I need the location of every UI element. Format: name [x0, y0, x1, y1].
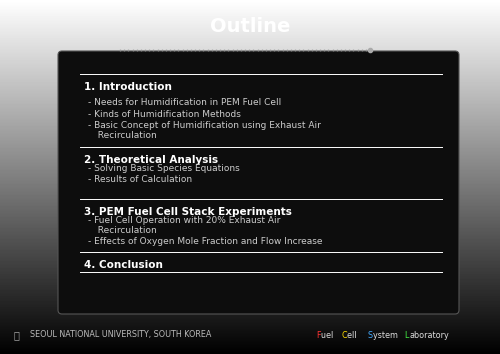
- Text: Recirculation: Recirculation: [92, 226, 157, 235]
- Text: 4. Conclusion: 4. Conclusion: [84, 260, 163, 270]
- Text: - Basic Concept of Humidification using Exhaust Air: - Basic Concept of Humidification using …: [88, 121, 321, 130]
- Text: ell: ell: [347, 331, 359, 339]
- Text: Recirculation: Recirculation: [92, 131, 157, 140]
- Text: - Effects of Oxygen Mole Fraction and Flow Increase: - Effects of Oxygen Mole Fraction and Fl…: [88, 237, 322, 246]
- Text: uel: uel: [321, 331, 336, 339]
- Text: S: S: [368, 331, 373, 339]
- Text: F: F: [316, 331, 320, 339]
- Text: aboratory: aboratory: [410, 331, 450, 339]
- Text: SEOUL NATIONAL UNIVERSITY, SOUTH KOREA: SEOUL NATIONAL UNIVERSITY, SOUTH KOREA: [30, 331, 212, 339]
- Text: 🏛: 🏛: [13, 330, 19, 340]
- Text: ystem: ystem: [373, 331, 400, 339]
- Text: 3. PEM Fuel Cell Stack Experiments: 3. PEM Fuel Cell Stack Experiments: [84, 207, 292, 217]
- Text: - Results of Calculation: - Results of Calculation: [88, 175, 192, 184]
- Text: L: L: [404, 331, 409, 339]
- FancyBboxPatch shape: [58, 51, 459, 314]
- Text: 1. Introduction: 1. Introduction: [84, 82, 172, 92]
- Text: - Fuel Cell Operation with 20% Exhaust Air: - Fuel Cell Operation with 20% Exhaust A…: [88, 216, 280, 225]
- Text: C: C: [342, 331, 347, 339]
- Text: 2. Theoretical Analysis: 2. Theoretical Analysis: [84, 155, 218, 165]
- Text: Outline: Outline: [210, 17, 290, 35]
- Text: - Solving Basic Species Equations: - Solving Basic Species Equations: [88, 164, 240, 173]
- Text: - Kinds of Humidification Methods: - Kinds of Humidification Methods: [88, 110, 241, 119]
- Text: - Needs for Humidification in PEM Fuel Cell: - Needs for Humidification in PEM Fuel C…: [88, 98, 281, 107]
